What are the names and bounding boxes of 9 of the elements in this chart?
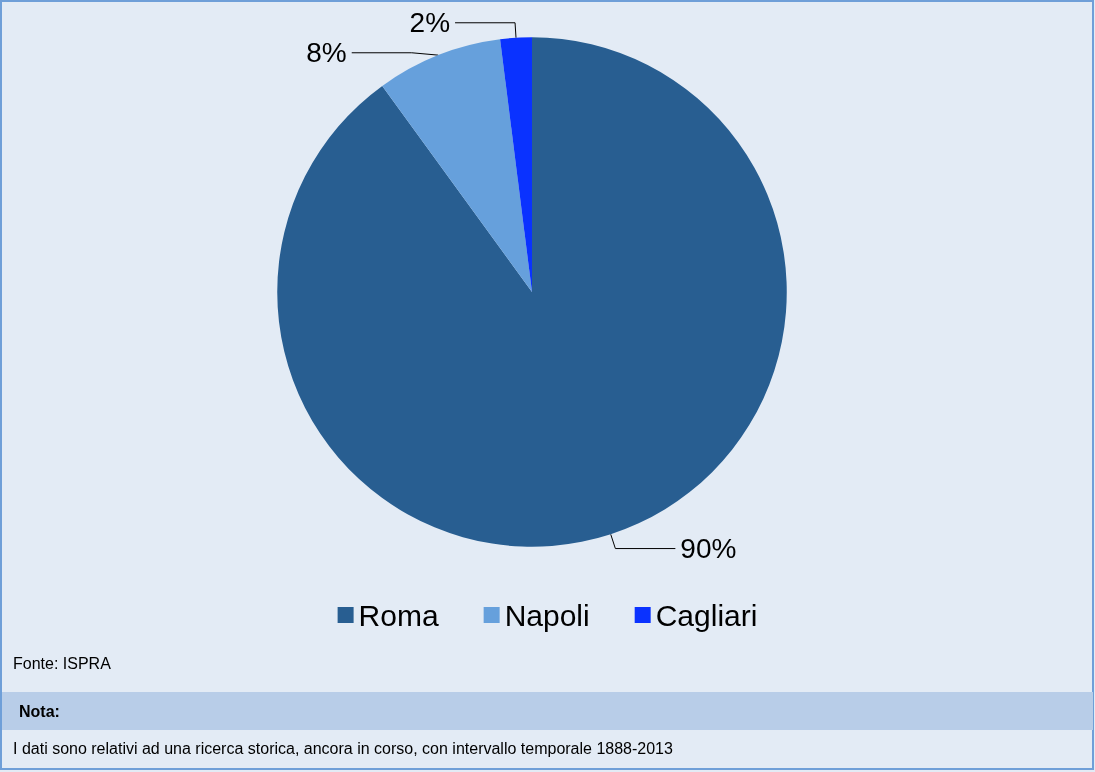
source-note: Fonte: ISPRA xyxy=(13,654,112,672)
legend-label: Roma xyxy=(358,598,439,632)
data-label: 2% xyxy=(409,7,451,39)
data-label: 8% xyxy=(306,37,347,69)
text: I dati sono relativi ad una ricerca storica, ancora in corso, con intervallo temporale 1888-2013 xyxy=(13,739,674,757)
legend-label: Cagliari xyxy=(655,598,758,632)
data-label: 90% xyxy=(680,533,737,565)
text: Nota: xyxy=(19,702,60,720)
legend-label: Napoli xyxy=(504,598,590,632)
